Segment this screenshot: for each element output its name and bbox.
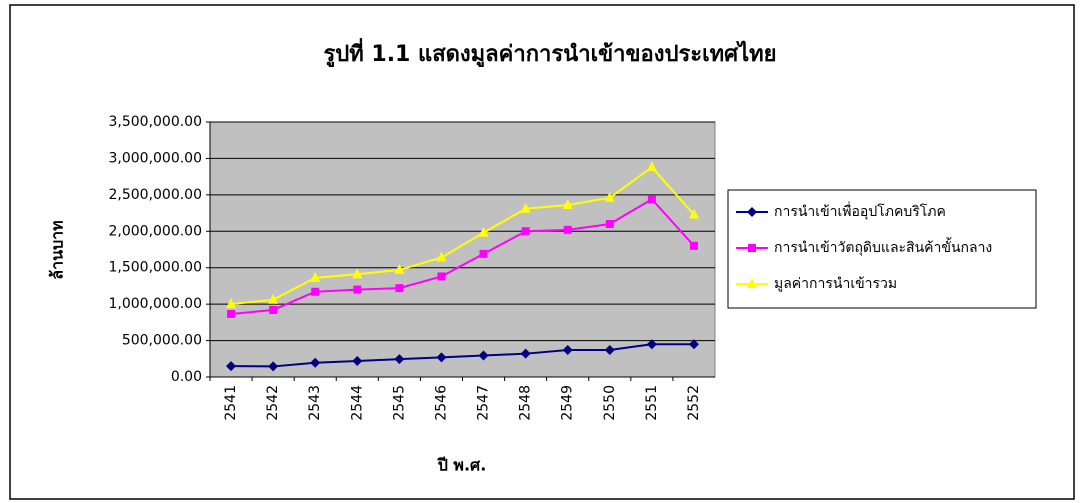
- x-tick-label: 2544: [349, 385, 365, 421]
- legend-label: การนำเข้าเพื่ออุปโภคบริโภค: [774, 202, 946, 220]
- legend-marker: [748, 244, 756, 252]
- x-tick-label: 2547: [476, 385, 492, 421]
- data-point: [521, 227, 530, 236]
- data-point: [352, 268, 363, 279]
- x-tick-label: 2543: [307, 385, 323, 421]
- legend-marker: [747, 278, 757, 288]
- x-axis-title: ปี พ.ศ.: [436, 456, 486, 475]
- y-tick-label: 1,000,000.00: [108, 296, 202, 312]
- x-tick-label: 2541: [223, 385, 239, 421]
- legend-marker: [747, 207, 757, 217]
- data-point: [562, 345, 573, 356]
- data-point: [605, 220, 614, 228]
- y-tick-label: 3,500,000.00: [108, 114, 202, 130]
- data-point: [395, 284, 404, 293]
- y-tick-label: 2,000,000.00: [108, 223, 202, 239]
- y-tick-label: 1,500,000.00: [108, 260, 202, 276]
- legend-box: [727, 189, 1037, 309]
- data-point: [226, 361, 237, 372]
- data-point: [478, 350, 489, 361]
- data-point: [689, 241, 698, 250]
- data-point: [226, 298, 237, 309]
- data-point: [353, 285, 362, 294]
- x-tick-label: 2550: [602, 385, 618, 421]
- series-line: [231, 343, 694, 368]
- x-tick-label: 2551: [644, 385, 660, 421]
- x-tick-label: 2548: [518, 385, 534, 421]
- data-point: [436, 352, 447, 363]
- y-tick-label: 0.00: [171, 369, 202, 385]
- data-point: [437, 272, 446, 281]
- data-point: [479, 249, 488, 258]
- y-axis-title: ล้านบาท: [48, 220, 67, 279]
- y-tick-label: 3,000,000.00: [108, 150, 202, 166]
- data-point: [268, 293, 279, 304]
- y-tick-label: 2,500,000.00: [108, 187, 202, 203]
- data-point: [647, 195, 656, 204]
- plot-area: [209, 121, 716, 378]
- x-tick-label: 2549: [560, 385, 576, 421]
- y-tick-label: 500,000.00: [122, 333, 202, 349]
- data-point: [310, 357, 321, 368]
- data-point: [269, 305, 278, 314]
- data-point: [352, 355, 363, 366]
- x-tick-label: 2552: [686, 385, 702, 421]
- data-point: [520, 348, 531, 359]
- series-line: [230, 197, 695, 315]
- data-point: [227, 309, 236, 318]
- x-tick-label: 2546: [433, 385, 449, 421]
- series-line: [230, 165, 695, 306]
- data-point: [646, 339, 657, 350]
- data-point: [268, 361, 279, 372]
- chart-title: รูปที่ 1.1 แสดงมูลค่าการนำเข้าของประเทศไ…: [323, 37, 776, 68]
- data-point: [394, 354, 405, 365]
- data-point: [311, 287, 320, 296]
- data-point: [688, 339, 699, 350]
- data-point: [562, 199, 573, 210]
- data-point: [604, 191, 615, 202]
- data-point: [520, 202, 531, 213]
- data-point: [394, 263, 405, 274]
- x-tick-label: 2542: [265, 385, 281, 421]
- legend-label: การนำเข้าวัตถุดิบและสินค้าขั้นกลาง: [774, 237, 992, 256]
- data-point: [646, 161, 657, 172]
- legend-label: มูลค่าการนำเข้ารวม: [774, 276, 897, 292]
- x-tick-label: 2545: [391, 385, 407, 421]
- data-point: [604, 345, 615, 356]
- data-point: [563, 225, 572, 234]
- data-point: [688, 208, 699, 219]
- data-point: [310, 271, 321, 282]
- data-point: [436, 251, 447, 262]
- data-point: [478, 226, 489, 237]
